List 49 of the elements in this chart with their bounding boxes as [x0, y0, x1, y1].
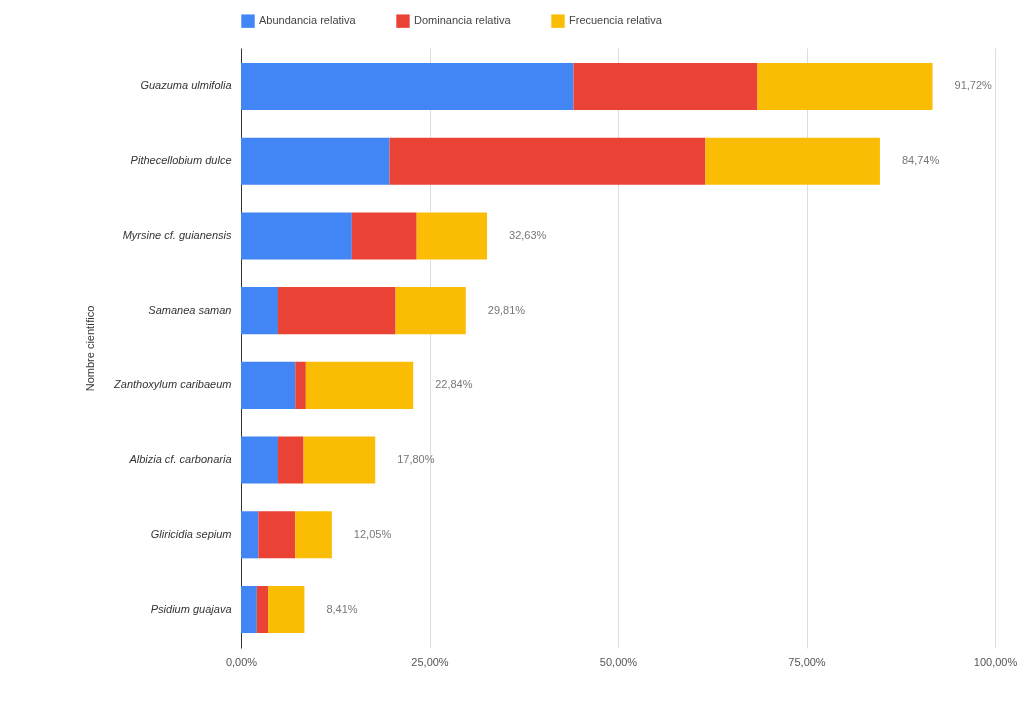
- total-label: 29,81%: [487, 303, 526, 316]
- bar: [305, 361, 414, 409]
- y-tick-label: Samanea saman: [148, 303, 232, 316]
- total-label: 17,80%: [397, 453, 435, 466]
- bar: [241, 62, 574, 111]
- bar: [295, 361, 306, 409]
- bar: [295, 511, 332, 559]
- y-axis-title: Nombre científico: [84, 305, 97, 392]
- bar: [277, 436, 304, 484]
- bar: [573, 62, 758, 111]
- x-tick-label: 100,00%: [973, 655, 1018, 668]
- y-tick-label: Pithecellobium dulce: [130, 154, 232, 167]
- legend-label: Dominancia relativa: [414, 14, 512, 27]
- bar: [416, 212, 488, 260]
- total-label: 84,74%: [901, 154, 940, 167]
- bar: [258, 511, 296, 559]
- x-tick-label: 50,00%: [599, 655, 638, 668]
- bar: [303, 436, 376, 484]
- x-tick-label: 75,00%: [788, 655, 826, 668]
- bar: [389, 137, 706, 185]
- bar: [241, 361, 296, 409]
- total-label: 32,63%: [509, 228, 547, 241]
- y-tick-label: Myrsine cf. guianensis: [122, 228, 232, 241]
- total-label: 22,84%: [435, 378, 473, 391]
- bar: [241, 137, 390, 185]
- bar: [277, 287, 396, 335]
- bar: [757, 62, 933, 111]
- total-label: 12,05%: [353, 527, 392, 540]
- bar: [241, 436, 278, 484]
- y-tick-label: Zanthoxylum caribaeum: [113, 378, 232, 391]
- bar: [241, 511, 259, 559]
- y-tick-label: Gliricidia sepium: [150, 527, 232, 540]
- bar: [395, 287, 466, 335]
- x-tick-label: 25,00%: [411, 655, 449, 668]
- x-tick-label: 0,00%: [225, 655, 258, 668]
- bar: [268, 585, 305, 634]
- total-label: 91,72%: [954, 79, 993, 92]
- bar: [351, 212, 417, 260]
- bar: [705, 137, 880, 185]
- y-tick-label: Albizia cf. carbonaria: [128, 453, 232, 466]
- legend-label: Abundancia relativa: [259, 14, 357, 27]
- bar: [256, 585, 269, 634]
- legend-label: Frecuencia relativa: [569, 14, 663, 27]
- bar: [241, 287, 278, 335]
- bar: [241, 212, 352, 260]
- total-label: 8,41%: [326, 602, 358, 615]
- y-tick-label: Guazuma ulmifolia: [140, 79, 232, 92]
- bar: [241, 585, 257, 634]
- y-tick-label: Psidium guajava: [150, 602, 232, 615]
